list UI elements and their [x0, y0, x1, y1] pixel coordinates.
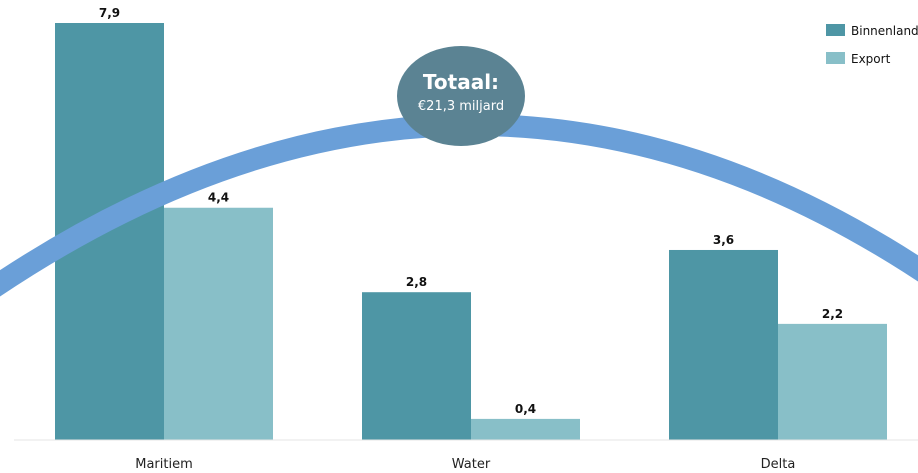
- category-label-water: Water: [452, 457, 491, 472]
- value-label-delta-export: 2,2: [822, 307, 843, 321]
- legend: Binnenland Export: [826, 24, 918, 66]
- bars-group: [55, 23, 887, 440]
- category-label-maritiem: Maritiem: [135, 457, 193, 472]
- total-bubble: Totaal: €21,3 miljard: [397, 46, 525, 146]
- value-label-maritiem-binnenland: 7,9: [99, 6, 120, 20]
- value-labels-group: 7,9 4,4 2,8 0,4 3,6 2,2: [99, 6, 843, 416]
- bar-water-export: [471, 418, 580, 440]
- legend-label-export: Export: [851, 52, 891, 66]
- legend-swatch-binnenland: [826, 24, 845, 36]
- legend-label-binnenland: Binnenland: [851, 24, 918, 38]
- total-subtitle: €21,3 miljard: [418, 99, 504, 114]
- legend-swatch-export: [826, 52, 845, 64]
- total-bubble-shape: [397, 46, 525, 146]
- value-label-water-binnenland: 2,8: [406, 275, 427, 289]
- bar-maritiem-export: [164, 207, 273, 440]
- total-title: Totaal:: [423, 70, 499, 94]
- category-labels-group: Maritiem Water Delta: [135, 457, 795, 472]
- value-label-maritiem-export: 4,4: [208, 191, 229, 205]
- value-label-delta-binnenland: 3,6: [713, 233, 734, 247]
- bar-delta-export: [778, 323, 887, 440]
- value-label-water-export: 0,4: [515, 402, 536, 416]
- bar-delta-binnenland: [669, 249, 778, 440]
- bar-water-binnenland: [362, 292, 471, 440]
- category-label-delta: Delta: [761, 457, 796, 472]
